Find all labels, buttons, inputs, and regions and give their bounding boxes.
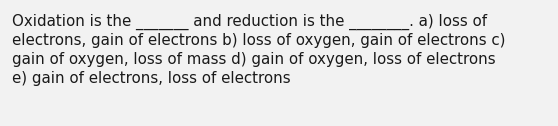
- Text: Oxidation is the _______ and reduction is the ________. a) loss of: Oxidation is the _______ and reduction i…: [12, 14, 487, 30]
- Text: electrons, gain of electrons b) loss of oxygen, gain of electrons c): electrons, gain of electrons b) loss of …: [12, 33, 506, 48]
- Text: gain of oxygen, loss of mass d) gain of oxygen, loss of electrons: gain of oxygen, loss of mass d) gain of …: [12, 52, 496, 67]
- Text: e) gain of electrons, loss of electrons: e) gain of electrons, loss of electrons: [12, 71, 291, 86]
